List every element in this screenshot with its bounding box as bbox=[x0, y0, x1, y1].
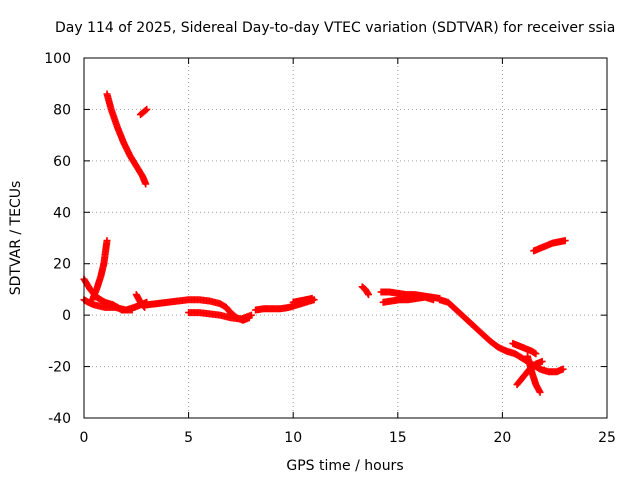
data-point bbox=[142, 180, 150, 188]
y-tick-label: 100 bbox=[44, 51, 71, 67]
data-point bbox=[532, 350, 540, 358]
series-arc-11 bbox=[358, 283, 373, 299]
x-tick-label: 5 bbox=[184, 430, 193, 446]
series-arc-19 bbox=[530, 237, 569, 255]
data-point bbox=[429, 296, 437, 304]
data-points bbox=[80, 90, 569, 396]
x-tick-label: 20 bbox=[493, 430, 511, 446]
data-point bbox=[561, 237, 569, 245]
series-arc-1 bbox=[103, 90, 150, 188]
series-arc-10 bbox=[289, 294, 316, 306]
x-tick-label: 0 bbox=[80, 430, 89, 446]
data-point bbox=[103, 237, 111, 245]
series-arc-13 bbox=[379, 293, 437, 306]
grid bbox=[84, 58, 607, 418]
y-axis-label: SDTVAR / TECUs bbox=[8, 181, 24, 296]
x-tick-label: 10 bbox=[284, 430, 302, 446]
series-arc-18 bbox=[524, 352, 544, 396]
series-arc-2 bbox=[136, 105, 151, 119]
data-point bbox=[143, 105, 151, 113]
data-point bbox=[142, 106, 150, 114]
data-point bbox=[128, 306, 136, 314]
y-tick-label: 60 bbox=[53, 154, 71, 170]
y-tick-label: -20 bbox=[48, 360, 71, 376]
series-arc-8 bbox=[185, 309, 255, 323]
axis-ticks: 0 5 10 15 20 25 -40 -20 0 20 40 60 80 100 bbox=[44, 51, 616, 446]
x-axis-label: GPS time / hours bbox=[286, 458, 403, 474]
series-arc-16 bbox=[509, 339, 540, 358]
data-point bbox=[559, 365, 567, 373]
series-arc-3 bbox=[88, 237, 111, 304]
x-tick-label: 25 bbox=[598, 430, 616, 446]
plot-frame bbox=[83, 57, 608, 419]
data-point bbox=[308, 294, 316, 302]
y-tick-label: 20 bbox=[53, 257, 71, 273]
data-point bbox=[247, 311, 255, 319]
series-arc-5 bbox=[80, 296, 136, 314]
data-point bbox=[538, 357, 546, 365]
chart-title: Day 114 of 2025, Sidereal Day-to-day VTE… bbox=[55, 20, 615, 36]
y-tick-label: 40 bbox=[53, 205, 71, 221]
y-tick-label: -40 bbox=[48, 411, 71, 427]
x-tick-label: 15 bbox=[389, 430, 407, 446]
data-point bbox=[365, 291, 373, 299]
y-tick-label: 0 bbox=[62, 308, 71, 324]
data-point bbox=[536, 388, 544, 396]
y-tick-label: 80 bbox=[53, 102, 71, 118]
series-arc-14 bbox=[436, 296, 511, 355]
